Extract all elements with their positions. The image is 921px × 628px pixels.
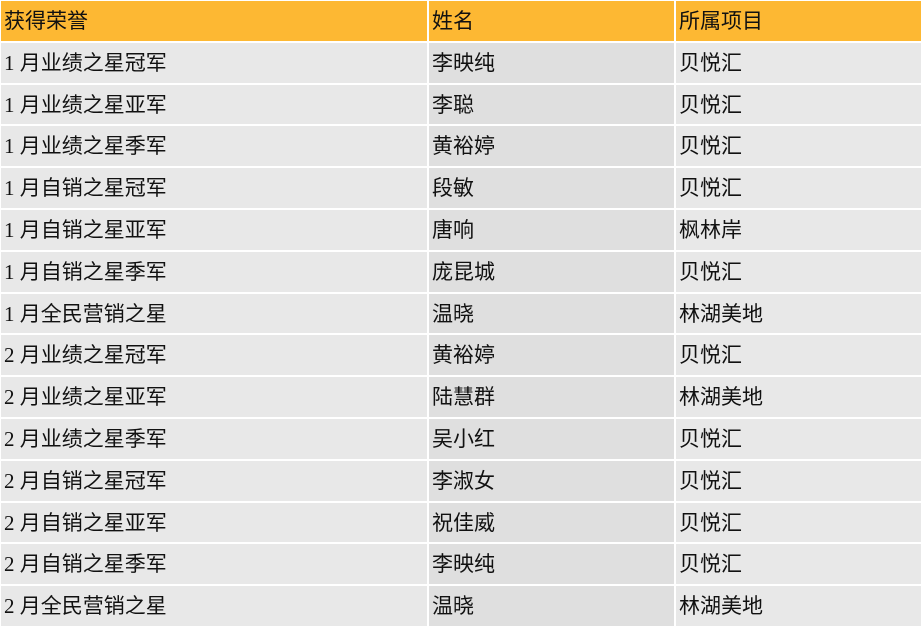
- cell-honor: 1 月业绩之星季军: [1, 126, 427, 167]
- cell-name: 吴小红: [429, 418, 674, 459]
- cell-honor: 2 月业绩之星季军: [1, 418, 427, 459]
- table-body: 1 月业绩之星冠军 李映纯 贝悦汇 1 月业绩之星亚军 李聪 贝悦汇 1 月业绩之星季军 黄裕…: [0, 42, 921, 626]
- cell-honor: 2 月全民营销之星: [1, 586, 427, 626]
- cell-honor: 1 月自销之星亚军: [1, 209, 427, 250]
- header-project: 所属项目: [676, 1, 921, 41]
- table-row: 1 月自销之星季军 庞昆城 贝悦汇: [0, 251, 921, 292]
- cell-name: 李映纯: [429, 544, 674, 585]
- cell-project: 贝悦汇: [676, 84, 921, 125]
- cell-project: 枫林岸: [676, 209, 921, 250]
- cell-name: 祝佳威: [429, 502, 674, 543]
- cell-name: 陆慧群: [429, 377, 674, 417]
- cell-name: 黄裕婷: [429, 126, 674, 167]
- table-row: 2 月业绩之星冠军 黄裕婷 贝悦汇: [0, 335, 921, 376]
- cell-project: 贝悦汇: [676, 168, 921, 208]
- cell-honor: 1 月全民营销之星: [1, 293, 427, 334]
- cell-honor: 2 月业绩之星冠军: [1, 335, 427, 376]
- cell-name: 段敏: [429, 168, 674, 208]
- table-row: 1 月业绩之星亚军 李聪 贝悦汇: [0, 84, 921, 125]
- cell-honor: 1 月业绩之星亚军: [1, 84, 427, 125]
- table-row: 2 月业绩之星季军 吴小红 贝悦汇: [0, 418, 921, 459]
- table-header-row: 获得荣誉 姓名 所属项目: [0, 1, 921, 41]
- cell-project: 贝悦汇: [676, 544, 921, 585]
- cell-project: 林湖美地: [676, 293, 921, 334]
- table-row: 1 月业绩之星冠军 李映纯 贝悦汇: [0, 42, 921, 83]
- cell-honor: 2 月自销之星亚军: [1, 502, 427, 543]
- cell-project: 林湖美地: [676, 586, 921, 626]
- table-row: 2 月自销之星冠军 李淑女 贝悦汇: [0, 460, 921, 501]
- cell-honor: 2 月自销之星冠军: [1, 460, 427, 501]
- table-row: 1 月自销之星亚军 唐响 枫林岸: [0, 209, 921, 250]
- cell-project: 贝悦汇: [676, 126, 921, 167]
- cell-name: 温晓: [429, 293, 674, 334]
- cell-project: 林湖美地: [676, 377, 921, 417]
- cell-project: 贝悦汇: [676, 251, 921, 292]
- cell-name: 黄裕婷: [429, 335, 674, 376]
- cell-project: 贝悦汇: [676, 42, 921, 83]
- cell-name: 温晓: [429, 586, 674, 626]
- header-name: 姓名: [429, 1, 674, 41]
- cell-name: 李映纯: [429, 42, 674, 83]
- cell-honor: 1 月自销之星冠军: [1, 168, 427, 208]
- cell-project: 贝悦汇: [676, 502, 921, 543]
- cell-name: 庞昆城: [429, 251, 674, 292]
- table-row: 1 月自销之星冠军 段敏 贝悦汇: [0, 168, 921, 208]
- cell-honor: 2 月自销之星季军: [1, 544, 427, 585]
- cell-honor: 2 月业绩之星亚军: [1, 377, 427, 417]
- table-row: 2 月全民营销之星 温晓 林湖美地: [0, 586, 921, 626]
- cell-name: 李聪: [429, 84, 674, 125]
- cell-honor: 1 月自销之星季军: [1, 251, 427, 292]
- cell-project: 贝悦汇: [676, 335, 921, 376]
- cell-name: 唐响: [429, 209, 674, 250]
- cell-project: 贝悦汇: [676, 418, 921, 459]
- header-honor: 获得荣誉: [1, 1, 427, 41]
- table-row: 1 月业绩之星季军 黄裕婷 贝悦汇: [0, 126, 921, 167]
- table-row: 2 月业绩之星亚军 陆慧群 林湖美地: [0, 377, 921, 417]
- table-row: 1 月全民营销之星 温晓 林湖美地: [0, 293, 921, 334]
- table-row: 2 月自销之星季军 李映纯 贝悦汇: [0, 544, 921, 585]
- table-row: 2 月自销之星亚军 祝佳威 贝悦汇: [0, 502, 921, 543]
- cell-project: 贝悦汇: [676, 460, 921, 501]
- cell-honor: 1 月业绩之星冠军: [1, 42, 427, 83]
- cell-name: 李淑女: [429, 460, 674, 501]
